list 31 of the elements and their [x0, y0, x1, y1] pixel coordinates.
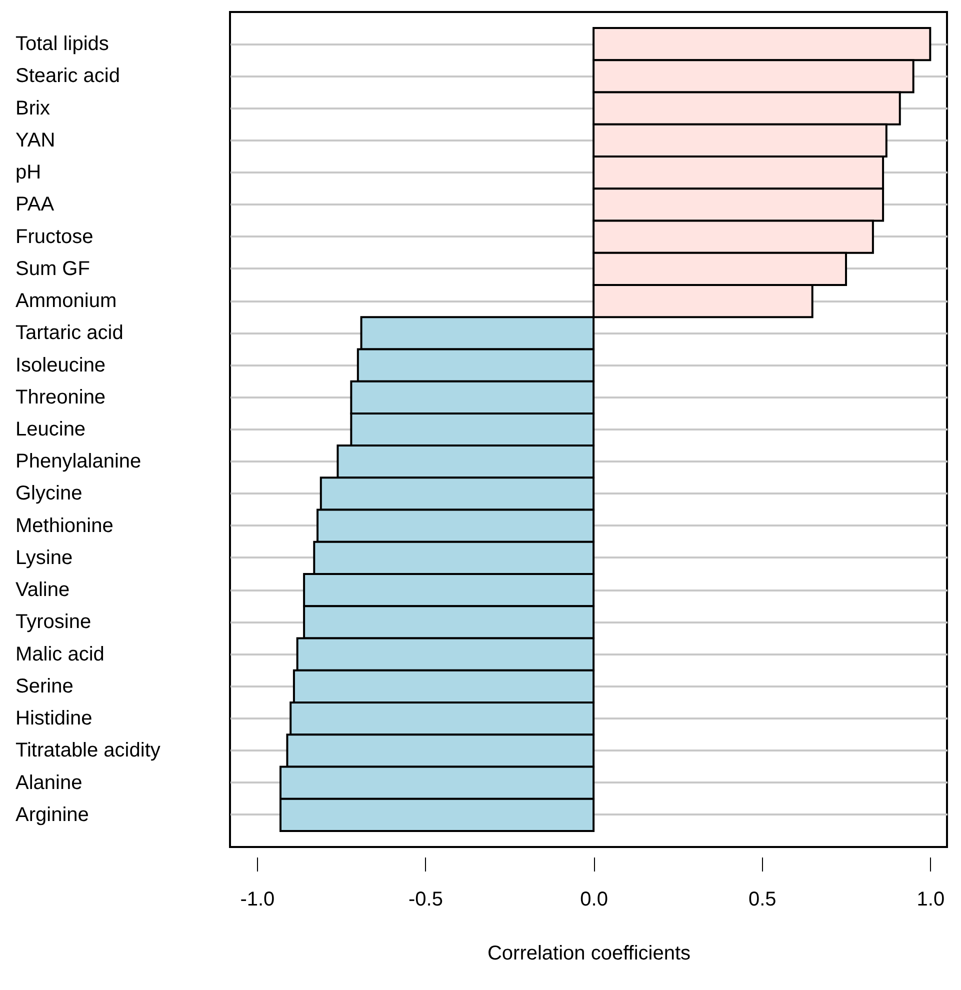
y-tick-label: Arginine: [16, 804, 89, 826]
y-tick-label: Titratable acidity: [16, 740, 160, 762]
y-tick-label: Sum GF: [16, 258, 90, 280]
x-tick-label: 0.0: [580, 888, 608, 910]
y-tick-label: pH: [16, 162, 42, 184]
y-tick-label: Threonine: [16, 386, 106, 408]
y-tick-label: Histidine: [16, 708, 92, 730]
x-tick-label: -0.5: [408, 888, 443, 910]
y-tick-label: Serine: [16, 675, 74, 698]
x-tick-label: 0.5: [748, 888, 776, 910]
y-tick-label: Methionine: [16, 514, 114, 537]
x-axis-title: Correlation coefficients: [487, 942, 691, 964]
y-tick-label: Malic acid: [16, 643, 104, 666]
y-tick-label: Lysine: [16, 546, 73, 569]
x-tick-label: 1.0: [916, 888, 945, 910]
y-tick-label: Phenylalanine: [16, 450, 142, 473]
y-tick-label: Isoleucine: [16, 354, 106, 376]
y-tick-label: Brix: [16, 97, 50, 120]
y-tick-label: Alanine: [16, 772, 82, 794]
y-tick-label: Fructose: [16, 226, 94, 248]
y-tick-label: YAN: [16, 129, 56, 152]
y-tick-label: Glycine: [16, 482, 82, 505]
y-tick-label: Valine: [16, 579, 70, 602]
y-tick-label: Total lipids: [16, 33, 109, 56]
y-tick-label: Tartaric acid: [16, 322, 124, 344]
y-tick-label: Tyrosine: [16, 611, 92, 634]
y-tick-label: Ammonium: [16, 290, 117, 312]
y-tick-label: Leucine: [16, 418, 86, 440]
x-tick-label: -1.0: [240, 888, 275, 910]
y-tick-label: Stearic acid: [16, 65, 120, 88]
y-tick-label: PAA: [16, 194, 55, 216]
